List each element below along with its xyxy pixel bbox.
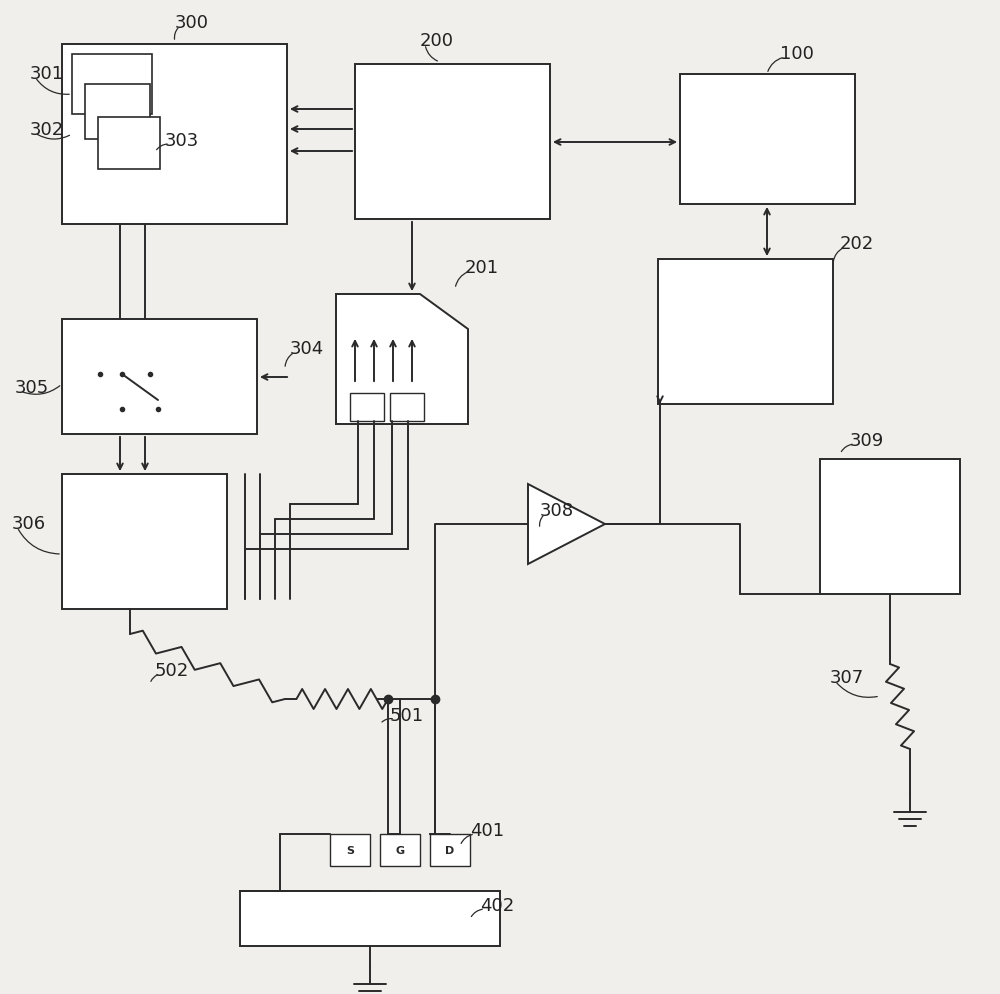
Text: 202: 202 [840, 235, 874, 252]
Text: 502: 502 [155, 661, 189, 679]
Bar [350, 394, 384, 421]
Text: G: G [395, 845, 405, 855]
Bar [680, 75, 855, 205]
Bar [62, 320, 257, 434]
Bar [430, 834, 470, 866]
Text: 200: 200 [420, 32, 454, 50]
Bar [85, 84, 150, 140]
Text: 301: 301 [30, 65, 64, 83]
Bar [380, 834, 420, 866]
Bar [62, 45, 287, 225]
Text: 307: 307 [830, 668, 864, 686]
Text: 300: 300 [175, 14, 209, 32]
Text: 306: 306 [12, 515, 46, 533]
Text: 303: 303 [165, 132, 199, 150]
Bar [330, 834, 370, 866]
Text: 501: 501 [390, 707, 424, 725]
Text: 302: 302 [30, 121, 64, 139]
Bar [820, 459, 960, 594]
Bar [390, 394, 424, 421]
Bar [658, 259, 833, 405]
Polygon shape [528, 484, 605, 565]
Bar [62, 474, 227, 609]
Bar [355, 65, 550, 220]
Bar [98, 118, 160, 170]
Text: 402: 402 [480, 897, 514, 914]
Text: 308: 308 [540, 502, 574, 520]
Text: 305: 305 [15, 379, 49, 397]
Bar [72, 55, 152, 115]
Text: 100: 100 [780, 45, 814, 63]
Text: D: D [445, 845, 455, 855]
Text: 401: 401 [470, 821, 504, 839]
Polygon shape [336, 294, 468, 424]
Text: 304: 304 [290, 340, 324, 358]
Bar [240, 891, 500, 946]
Text: 201: 201 [465, 258, 499, 276]
Text: S: S [346, 845, 354, 855]
Text: 309: 309 [850, 431, 884, 449]
